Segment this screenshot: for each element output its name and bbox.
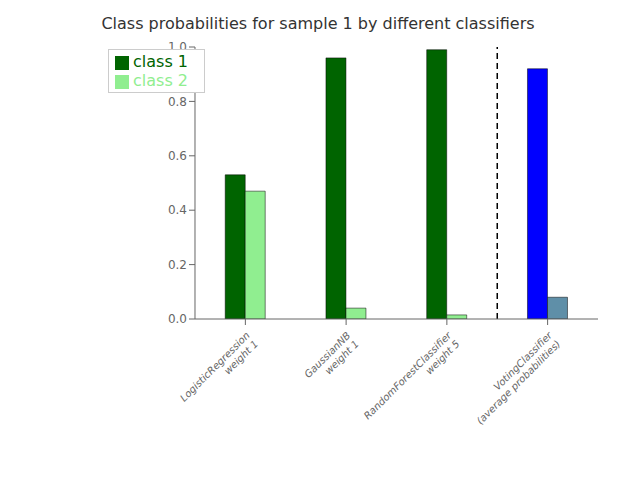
svg-text:GaussianNBweight 1: GaussianNBweight 1 (302, 330, 361, 389)
svg-text:0.0: 0.0 (168, 312, 187, 326)
svg-text:VotingClassifier(average proba: VotingClassifier(average probabilities) (466, 329, 563, 426)
html-text:class 2: class 2 (133, 71, 188, 90)
svg-text:RandomForestClassifierweight 5: RandomForestClassifierweight 5 (362, 329, 463, 430)
svg-text:0.2: 0.2 (168, 258, 187, 272)
svg-text:1.0: 1.0 (168, 40, 187, 54)
svg-text:LogisticRegressionweight 1: LogisticRegressionweight 1 (178, 330, 260, 412)
html-text:Class probabilities for sample: Class probabilities for sample 1 by diff… (101, 14, 535, 33)
svg-text:0.8: 0.8 (168, 95, 187, 109)
html-text:class 1: class 1 (133, 52, 188, 71)
svg-text:0.4: 0.4 (168, 203, 187, 217)
svg-text:0.6: 0.6 (168, 149, 187, 163)
